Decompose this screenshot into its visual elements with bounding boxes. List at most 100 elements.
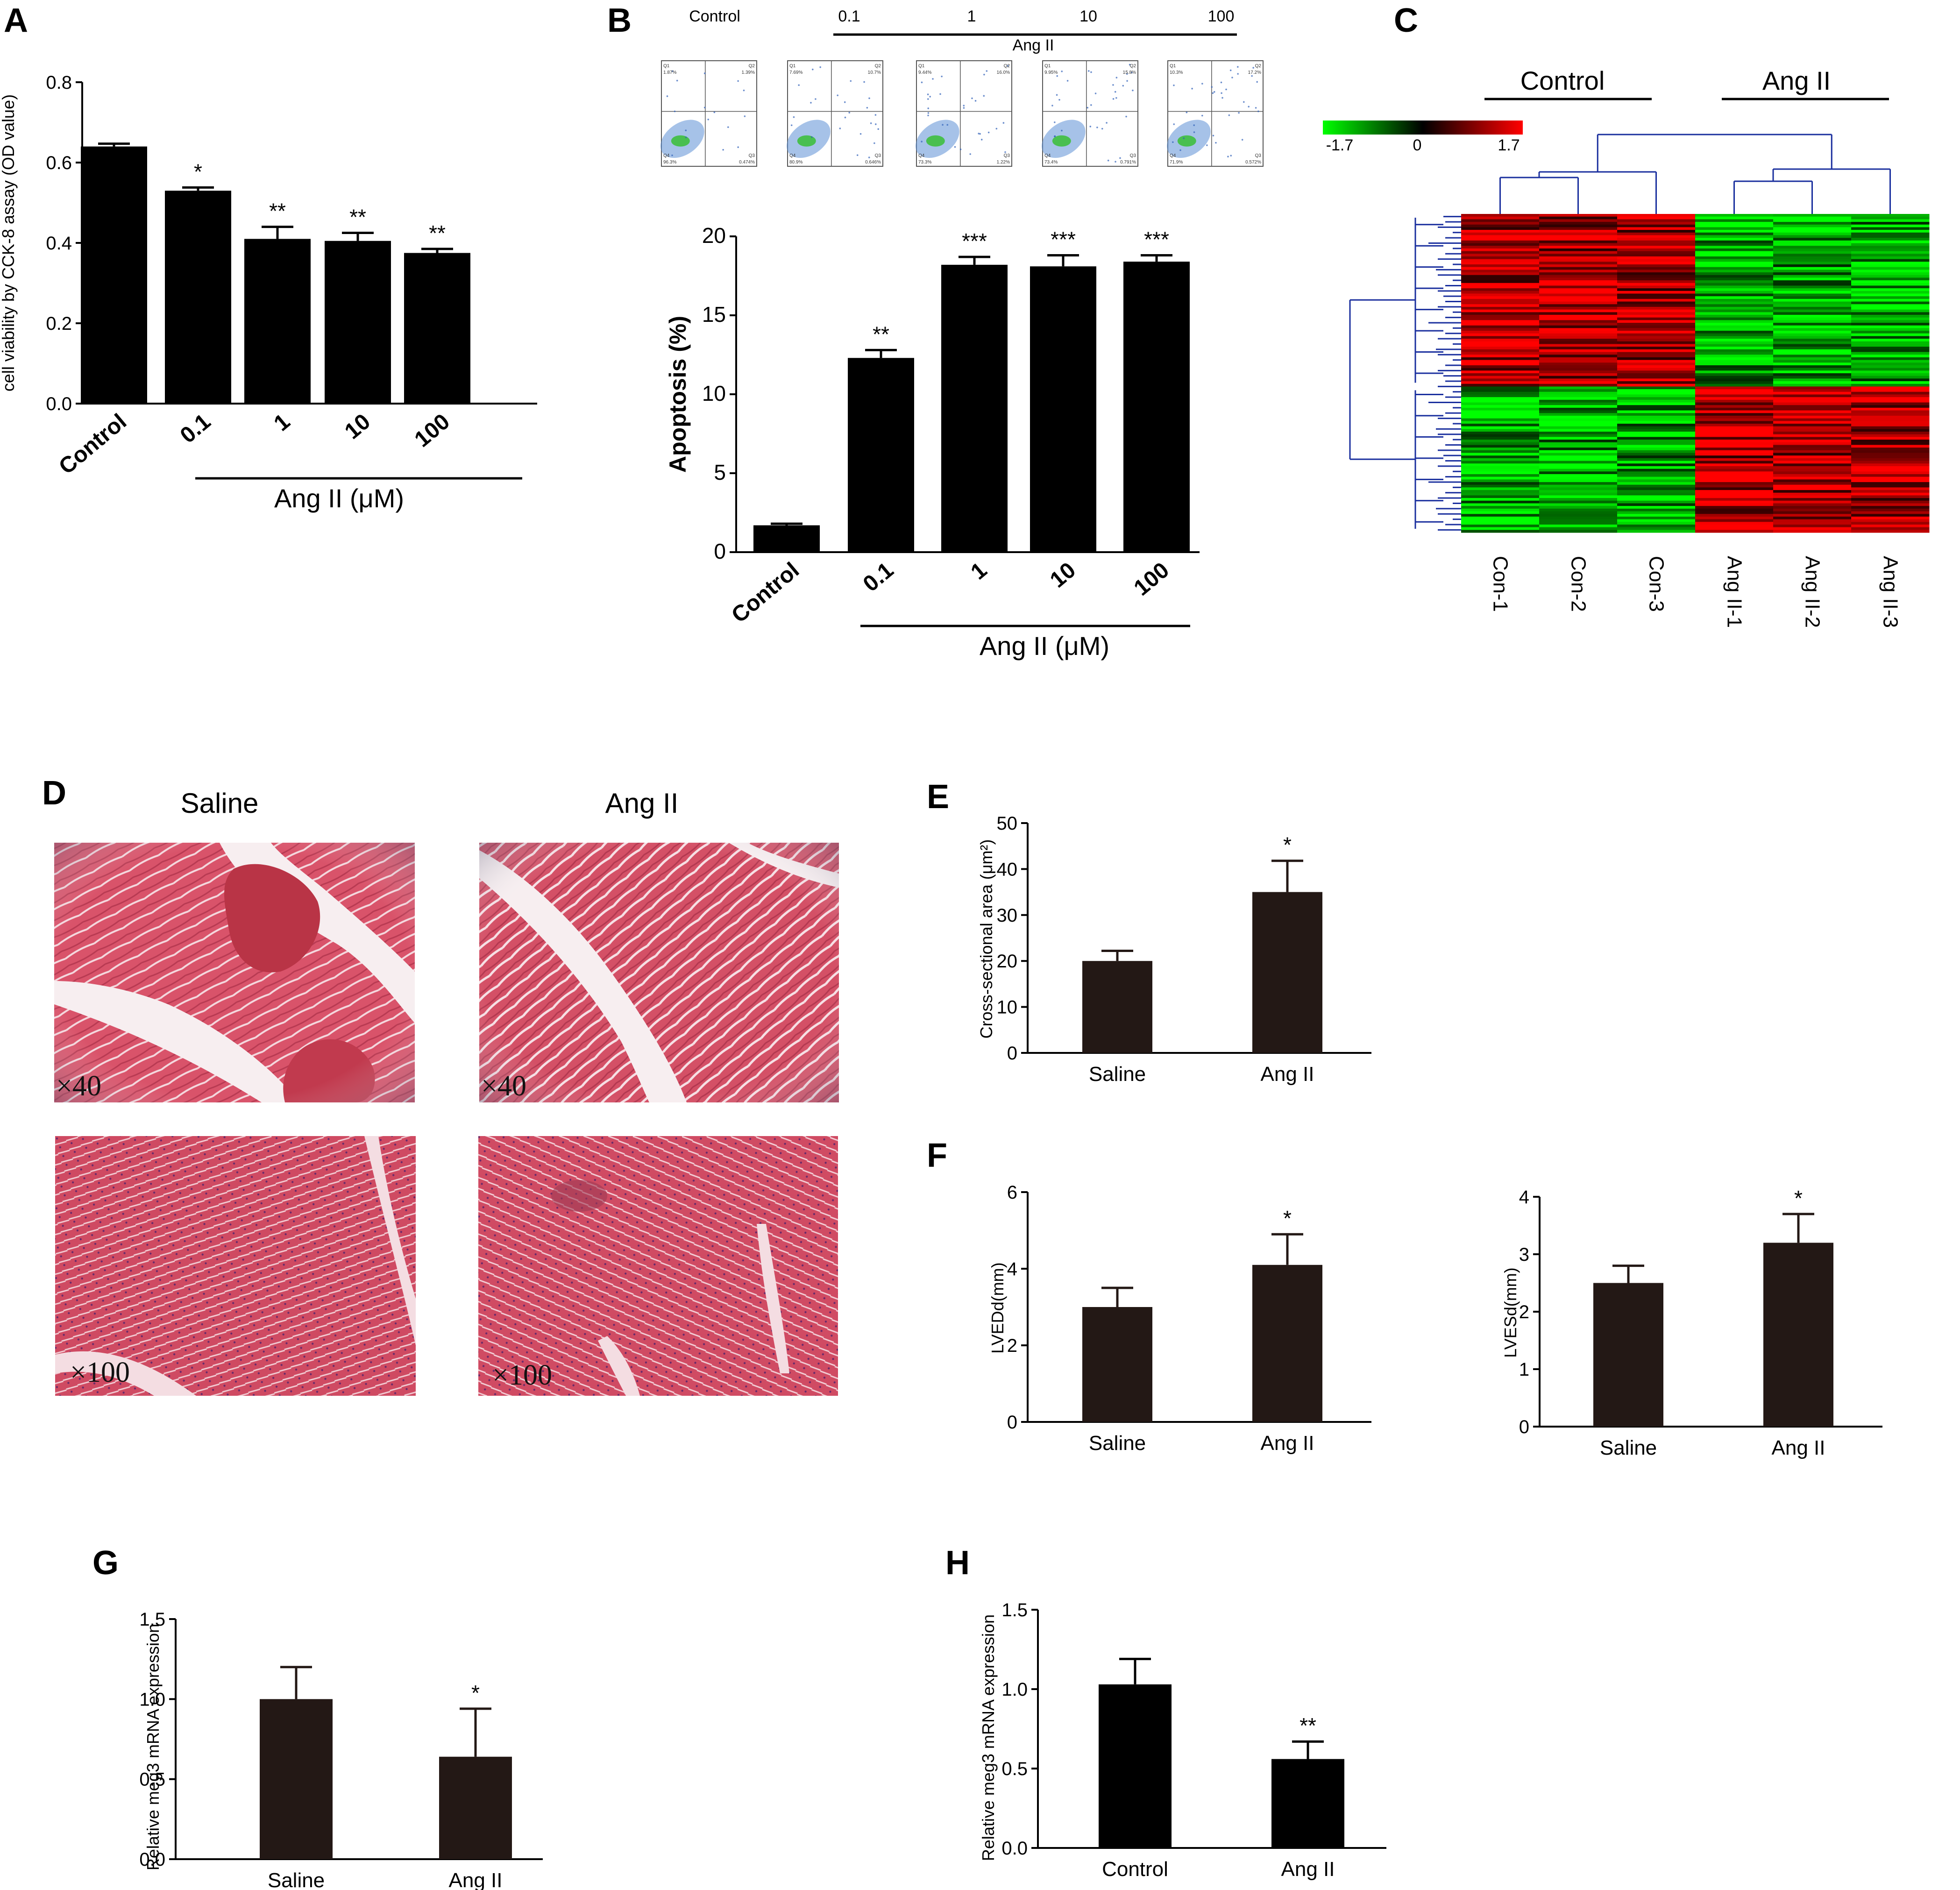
significance-marker: *	[1283, 1206, 1292, 1230]
heatmap-cell	[1851, 386, 1930, 390]
heatmap-cell	[1539, 267, 1618, 270]
heatmap-cell	[1773, 309, 1852, 313]
heatmap-cell	[1695, 490, 1774, 493]
heatmap-cell	[1851, 285, 1930, 289]
heatmap-cell	[1695, 498, 1774, 501]
flow-event-dot	[995, 128, 998, 130]
flow-event-dot	[927, 107, 930, 109]
y-tick-label: 40	[997, 859, 1018, 880]
heatmap-cell	[1461, 384, 1540, 387]
heatmap-cell	[1617, 251, 1696, 254]
heatmap-cell	[1695, 355, 1774, 358]
heatmap-cell	[1851, 344, 1930, 347]
heatmap-cell	[1617, 270, 1696, 273]
heatmap-cell	[1851, 516, 1930, 520]
flow-q4-name: Q4	[1170, 153, 1176, 158]
flow-event-dot	[987, 131, 990, 134]
heatmap-cell	[1695, 216, 1774, 220]
heatmap-cell	[1773, 450, 1852, 453]
histology-image-ang-x40: ×40	[479, 843, 839, 1102]
heatmap-cell	[1851, 378, 1930, 382]
heatmap-cell	[1461, 402, 1540, 405]
heatmap-cell	[1539, 373, 1618, 377]
heatmap-cell	[1695, 476, 1774, 480]
flow-population-core	[926, 135, 945, 147]
heatmap-cell	[1539, 410, 1618, 413]
heatmap-cell	[1851, 222, 1930, 225]
flow-event-dot	[1206, 144, 1208, 146]
flow-q3-value: 1.22%	[997, 160, 1010, 165]
flow-event-dot	[1058, 99, 1060, 101]
heatmap-cell	[1539, 429, 1618, 432]
heatmap-cell	[1539, 275, 1618, 278]
heatmap-cell	[1461, 222, 1540, 225]
heatmap-cell	[1461, 291, 1540, 294]
heatmap-cell	[1617, 360, 1696, 363]
y-tick-label: 1.5	[139, 1609, 165, 1630]
heatmap-cell	[1617, 219, 1696, 222]
heatmap-cell	[1695, 262, 1774, 265]
heatmap-legend-min: -1.7	[1326, 136, 1354, 154]
heatmap-cell	[1617, 415, 1696, 419]
flow-q2-name: Q2	[1004, 64, 1010, 69]
heatmap-cell	[1695, 413, 1774, 416]
heatmap-cell	[1851, 254, 1930, 257]
heatmap-cell	[1695, 378, 1774, 382]
heatmap-cell	[1695, 339, 1774, 342]
heatmap-cell	[1617, 272, 1696, 276]
flow-event-dot	[1090, 71, 1092, 73]
bar	[1030, 266, 1096, 552]
heatmap-cell	[1773, 479, 1852, 483]
histology-mag-saline-x100: ×100	[70, 1357, 130, 1388]
heatmap-cell	[1851, 500, 1930, 504]
heatmap-cell	[1539, 384, 1618, 387]
flow-group-label: Ang II	[1013, 36, 1054, 54]
flow-event-dot	[1221, 92, 1222, 94]
panel-label-f: F	[927, 1137, 947, 1174]
y-tick-label: 20	[702, 223, 726, 248]
flow-event-dot	[1255, 107, 1257, 109]
bar	[1593, 1283, 1663, 1427]
heatmap-cell	[1461, 344, 1540, 347]
y-tick-label: 0.8	[46, 72, 72, 93]
heatmap-cell	[1773, 503, 1852, 506]
heatmap-cell	[1851, 341, 1930, 344]
heatmap-cell	[1695, 248, 1774, 252]
y-tick-label: 0.5	[139, 1769, 165, 1790]
heatmap-cell	[1851, 381, 1930, 384]
heatmap-cell	[1539, 352, 1618, 355]
flow-event-dot	[1106, 122, 1108, 124]
flow-event-dot	[983, 73, 985, 76]
heatmap-cell	[1851, 298, 1930, 302]
heatmap-cell	[1461, 490, 1540, 493]
flow-event-dot	[870, 122, 872, 124]
heatmap-cell	[1851, 246, 1930, 249]
flow-event-dot	[986, 70, 988, 72]
heatmap-cell	[1851, 384, 1930, 387]
heatmap-cell	[1461, 516, 1540, 520]
heatmap-cell	[1851, 370, 1930, 374]
heatmap-cell	[1773, 527, 1852, 530]
histology-mag-ang-x100: ×100	[492, 1359, 552, 1391]
heatmap-cell	[1617, 386, 1696, 390]
flow-event-dot	[737, 146, 739, 148]
heatmap-cell	[1773, 293, 1852, 297]
flow-event-dot	[927, 98, 929, 100]
heatmap-cell	[1695, 306, 1774, 310]
heatmap-cell	[1539, 355, 1618, 358]
heatmap-cell	[1617, 254, 1696, 257]
heatmap-cell	[1617, 405, 1696, 408]
heatmap-cell	[1695, 495, 1774, 498]
flow-q2-value: 16.0%	[997, 70, 1010, 75]
heatmap-cell	[1617, 445, 1696, 448]
significance-marker: **	[873, 322, 889, 346]
heatmap-cell	[1617, 333, 1696, 336]
heatmap-cell	[1695, 254, 1774, 257]
flow-q4-name: Q4	[789, 153, 796, 158]
flow-q1-value: 7.69%	[789, 70, 802, 75]
heatmap-cell	[1851, 312, 1930, 315]
heatmap-cell	[1773, 432, 1852, 435]
y-axis-label: LVEDd(mm)	[988, 1262, 1007, 1353]
heatmap-cell	[1539, 277, 1618, 281]
